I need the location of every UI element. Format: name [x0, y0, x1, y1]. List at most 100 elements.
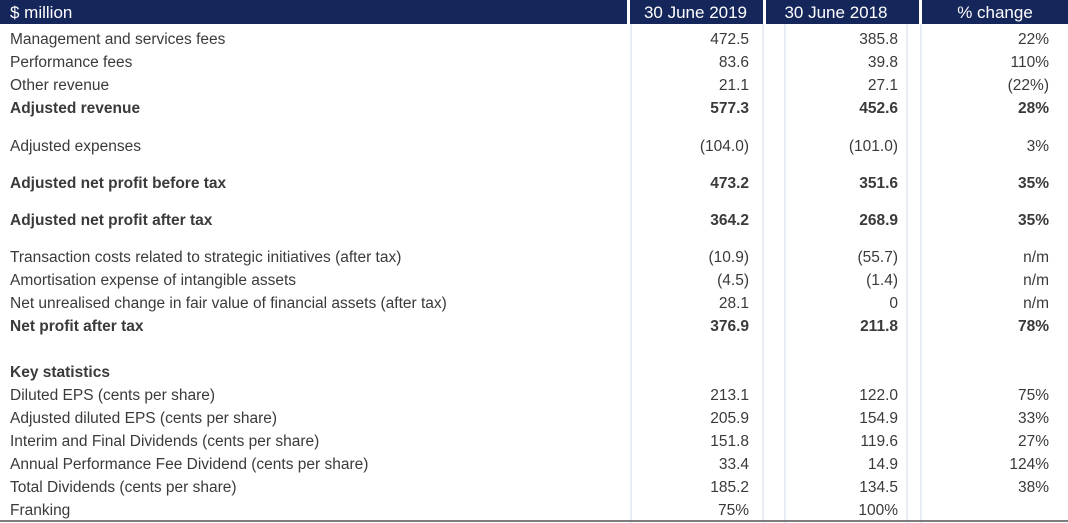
- value-change: 35%: [1017, 175, 1049, 192]
- value-change: n/m: [1023, 272, 1049, 289]
- table-row: Total Dividends (cents per share) 185.2 …: [0, 476, 1068, 499]
- table-row: Adjusted expenses (104.0) (101.0) 3%: [0, 135, 1068, 158]
- value-2018: 119.6: [860, 433, 898, 450]
- row-label: Amortisation expense of intangible asset…: [10, 272, 297, 289]
- row-label: Adjusted revenue: [10, 100, 141, 117]
- value-2018: 14.9: [867, 456, 898, 473]
- table-row: Transaction costs related to strategic i…: [0, 246, 1068, 269]
- row-label: Transaction costs related to strategic i…: [10, 249, 402, 266]
- row-label: Annual Performance Fee Dividend (cents p…: [10, 456, 369, 473]
- row-label: Diluted EPS (cents per share): [10, 387, 216, 404]
- header-2019: 30 June 2019: [643, 3, 748, 22]
- value-2019: (10.9): [708, 249, 750, 266]
- value-2018: 0: [889, 295, 898, 312]
- value-2019: 185.2: [710, 479, 749, 496]
- table-row: Other revenue 21.1 27.1 (22%): [0, 74, 1068, 97]
- value-2019: 33.4: [718, 456, 749, 473]
- value-change: (22%): [1007, 77, 1049, 94]
- value-change: 3%: [1026, 138, 1049, 155]
- row-label: Management and services fees: [10, 31, 226, 48]
- header-change: % change: [957, 3, 1033, 22]
- row-label: Franking: [10, 502, 71, 519]
- value-change: n/m: [1023, 295, 1049, 312]
- value-2019: 213.1: [710, 387, 749, 404]
- column-divider: [920, 0, 922, 523]
- value-change: 22%: [1017, 31, 1049, 48]
- row-label: Net unrealised change in fair value of f…: [10, 295, 447, 312]
- table-row-total: Net profit after tax 376.9 211.8 78%: [0, 315, 1068, 338]
- value-change: [927, 499, 1049, 522]
- value-2018: 27.1: [867, 77, 898, 94]
- value-2019: 472.5: [710, 31, 749, 48]
- value-change: 110%: [1010, 54, 1050, 71]
- table-bottom-rule: [0, 520, 1068, 522]
- value-2018: (55.7): [857, 249, 899, 266]
- value-2018: 452.6: [859, 100, 898, 117]
- table-row: Amortisation expense of intangible asset…: [0, 269, 1068, 292]
- value-2019: (104.0): [699, 138, 749, 155]
- table-row: Interim and Final Dividends (cents per s…: [0, 430, 1068, 453]
- value-change: n/m: [1023, 249, 1049, 266]
- row-label: Interim and Final Dividends (cents per s…: [10, 433, 320, 450]
- value-2018: 134.5: [859, 479, 898, 496]
- column-divider: [906, 0, 908, 523]
- row-label: Adjusted net profit after tax: [10, 212, 213, 229]
- value-change: 38%: [1017, 479, 1049, 496]
- header-separator: [763, 0, 766, 24]
- header-2018: 30 June 2018: [784, 3, 888, 22]
- row-label: Other revenue: [10, 77, 110, 94]
- value-2018: (101.0): [848, 138, 898, 155]
- table-header: $ million 30 June 2019 30 June 2018 % ch…: [0, 0, 1068, 24]
- value-2018: 351.6: [859, 175, 898, 192]
- value-change: 35%: [1017, 212, 1049, 229]
- table-row: Management and services fees 472.5 385.8…: [0, 28, 1068, 51]
- header-separator: [627, 0, 630, 24]
- value-2018: 122.0: [859, 387, 898, 404]
- table-row-total: Adjusted net profit before tax 473.2 351…: [0, 172, 1068, 195]
- value-2019: 376.9: [710, 318, 749, 335]
- section-heading: Key statistics: [0, 361, 1068, 384]
- value-2019: 21.1: [718, 77, 749, 94]
- value-change: 124%: [1009, 456, 1049, 473]
- table-row: Franking 75% 100%: [0, 499, 1068, 522]
- header-units: $ million: [10, 3, 73, 22]
- table-row: Diluted EPS (cents per share) 213.1 122.…: [0, 384, 1068, 407]
- table-row-total: Adjusted revenue 577.3 452.6 28%: [0, 97, 1068, 120]
- value-2019: 28.1: [718, 295, 749, 312]
- row-label: Adjusted expenses: [10, 138, 141, 155]
- row-label: Key statistics: [10, 364, 110, 381]
- value-2019: 75%: [717, 502, 749, 519]
- value-2018: 268.9: [859, 212, 898, 229]
- row-label: Adjusted net profit before tax: [10, 175, 227, 192]
- table-row-total: Adjusted net profit after tax 364.2 268.…: [0, 209, 1068, 232]
- value-2019: 83.6: [718, 54, 749, 71]
- row-label: Adjusted diluted EPS (cents per share): [10, 410, 278, 427]
- table-row: Net unrealised change in fair value of f…: [0, 292, 1068, 315]
- table-row: Performance fees 83.6 39.8 110%: [0, 51, 1068, 74]
- value-change: 33%: [1017, 410, 1049, 427]
- value-2019: 151.8: [710, 433, 749, 450]
- value-2018: 154.9: [859, 410, 898, 427]
- column-divider: [630, 0, 632, 523]
- table-row: Adjusted diluted EPS (cents per share) 2…: [0, 407, 1068, 430]
- value-change: 28%: [1017, 100, 1049, 117]
- value-2019: (4.5): [717, 272, 749, 289]
- value-2019: 364.2: [710, 212, 749, 229]
- row-label: Net profit after tax: [10, 318, 144, 335]
- table-row: Annual Performance Fee Dividend (cents p…: [0, 453, 1068, 476]
- value-change: 78%: [1017, 318, 1049, 335]
- row-label: Total Dividends (cents per share): [10, 479, 237, 496]
- column-divider: [762, 0, 764, 523]
- value-2018: 385.8: [859, 31, 898, 48]
- value-2019: 473.2: [710, 175, 749, 192]
- value-2018: 100%: [858, 502, 898, 519]
- value-2019: 205.9: [710, 410, 749, 427]
- value-2019: 577.3: [710, 100, 749, 117]
- value-2018: (1.4): [866, 272, 898, 289]
- row-label: Performance fees: [10, 54, 133, 71]
- value-change: 75%: [1017, 387, 1049, 404]
- header-separator: [919, 0, 922, 24]
- column-divider: [784, 0, 786, 523]
- value-2018: 39.8: [867, 54, 898, 71]
